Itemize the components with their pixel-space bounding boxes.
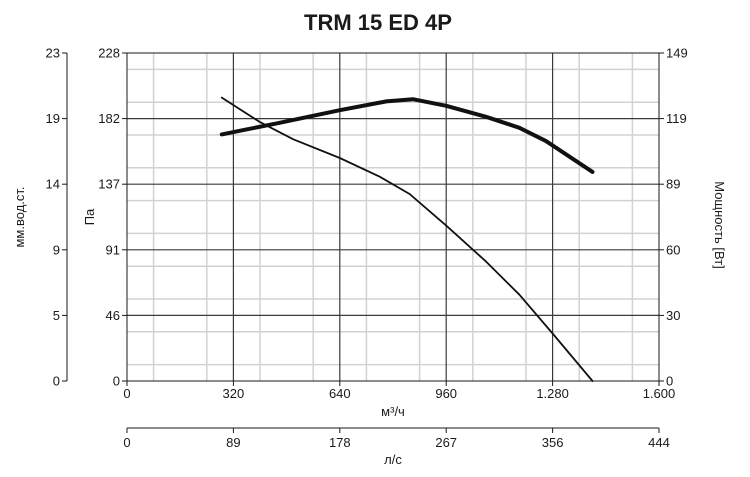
series-layer [219, 96, 595, 382]
flow-ls-axis-tick-label: 178 [329, 435, 351, 450]
flow-m3h-axis-tick-label: 640 [329, 386, 351, 401]
pa-axis-tick-label: 228 [98, 46, 120, 61]
plot-frame [126, 52, 660, 382]
power-axis-tick-label: 119 [666, 111, 687, 126]
power-axis-tick-label: 89 [666, 177, 680, 192]
flow-ls-axis-title: л/с [384, 452, 402, 467]
flow-ls-axis-tick-label: 444 [648, 435, 670, 450]
mm-axis-ticks: 0 5 9 14 19 23 [46, 46, 67, 389]
pa-axis-ticks: 0 46 91 137 182 228 [98, 46, 127, 389]
flow-ls-axis-ticks: 0 89 178 267 356 444 [123, 428, 670, 450]
power-axis-tick-label: 149 [666, 46, 688, 61]
mm-axis-title: мм.вод.ст. [12, 186, 27, 247]
flow-m3h-axis-tick-label: 1.280 [536, 386, 569, 401]
pa-axis-tick-label: 0 [113, 374, 120, 389]
flow-m3h-axis-tick-label: 1.600 [643, 386, 676, 401]
power-axis-title: Мощность [Вт] [712, 181, 727, 269]
pressure-curve-line [220, 96, 594, 382]
power-axis-tick-label: 30 [666, 308, 680, 323]
chart-title: TRM 15 ED 4P [304, 10, 452, 35]
major-grid [127, 53, 659, 381]
mm-axis-tick-label: 0 [53, 374, 60, 389]
pa-axis-tick-label: 137 [98, 177, 120, 192]
flow-m3h-axis-tick-label: 960 [435, 386, 457, 401]
flow-ls-axis-tick-label: 267 [435, 435, 457, 450]
power-axis-tick-label: 0 [666, 374, 673, 389]
pa-axis-tick-label: 182 [98, 111, 120, 126]
power-axis-ticks: 0 30 60 89 119 149 [659, 46, 688, 389]
pa-axis-tick-label: 91 [106, 242, 120, 257]
mm-axis-tick-label: 23 [46, 46, 60, 61]
flow-ls-axis-tick-label: 356 [542, 435, 564, 450]
mm-axis-tick-label: 5 [53, 308, 60, 323]
minor-grid [127, 53, 659, 381]
pa-axis-title: Па [82, 208, 97, 225]
flow-ls-axis-tick-label: 89 [226, 435, 240, 450]
power-axis-tick-label: 60 [666, 242, 680, 257]
pa-axis-tick-label: 46 [106, 308, 120, 323]
flow-m3h-axis-title: м³/ч [381, 404, 405, 419]
flow-m3h-axis-ticks: 0 320 640 960 1.280 1.600 [123, 381, 675, 401]
flow-m3h-axis-tick-label: 320 [223, 386, 245, 401]
mm-axis-tick-label: 9 [53, 242, 60, 257]
mm-axis-tick-label: 19 [46, 111, 60, 126]
flow-m3h-axis-tick-label: 0 [123, 386, 130, 401]
mm-axis-tick-label: 14 [46, 177, 60, 192]
power-curve-line [219, 97, 595, 174]
flow-ls-axis-tick-label: 0 [123, 435, 130, 450]
